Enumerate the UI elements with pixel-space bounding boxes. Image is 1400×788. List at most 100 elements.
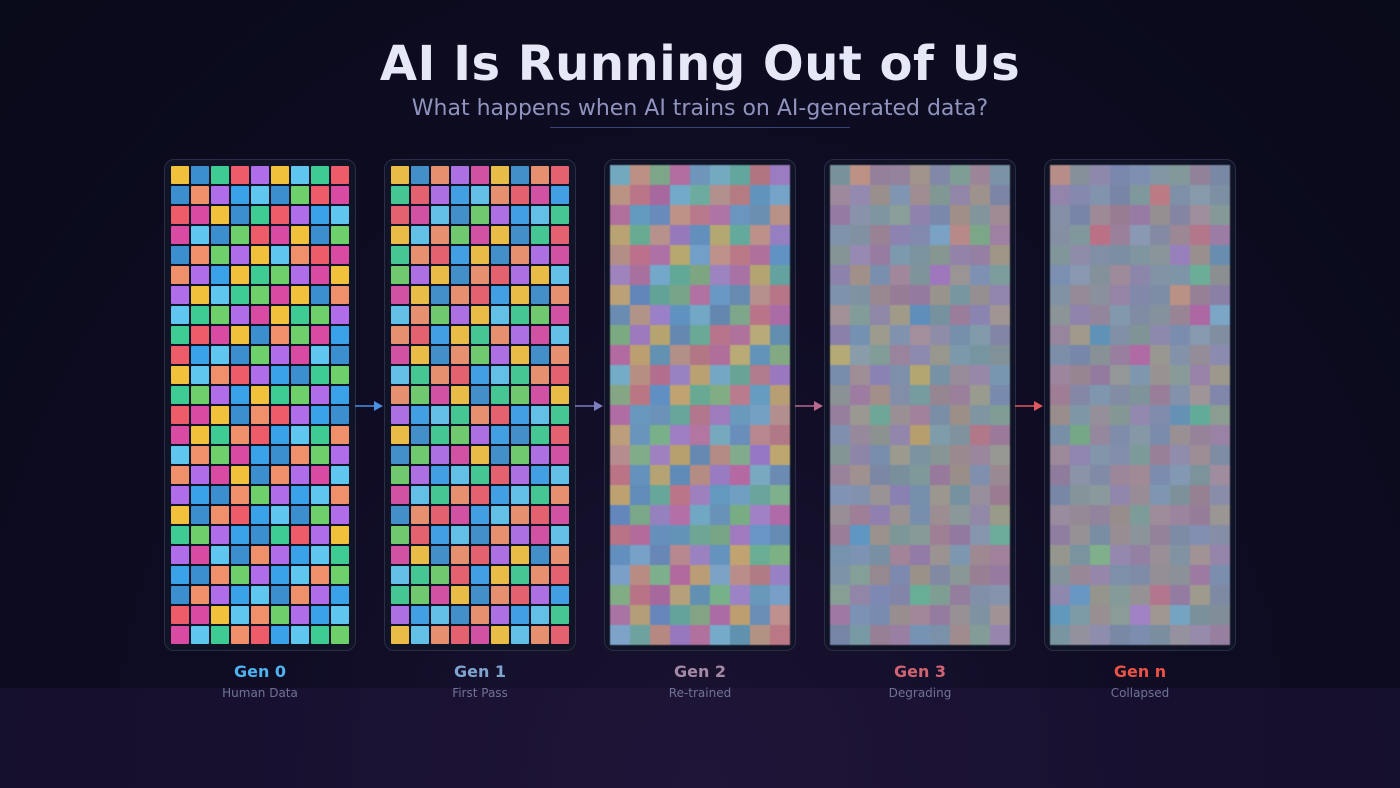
mosaic-cell [1190, 565, 1210, 585]
mosaic-cell [910, 465, 930, 485]
mosaic-cell [1050, 385, 1070, 405]
mosaic-cell [770, 345, 790, 365]
mosaic-cell [1150, 345, 1170, 365]
mosaic-cell [970, 305, 990, 325]
mosaic-cell [950, 185, 970, 205]
mosaic-cell [231, 206, 249, 224]
mosaic-cell [890, 425, 910, 445]
mosaic-cell [890, 585, 910, 605]
mosaic-cell [1130, 625, 1150, 645]
gen-0-grid [170, 165, 350, 645]
mosaic-cell [970, 565, 990, 585]
mosaic-cell [271, 406, 289, 424]
mosaic-cell [251, 546, 269, 564]
mosaic-cell [471, 406, 489, 424]
mosaic-cell [730, 485, 750, 505]
mosaic-cell [970, 605, 990, 625]
mosaic-cell [990, 605, 1010, 625]
mosaic-cell [491, 266, 509, 284]
mosaic-cell [1130, 165, 1150, 185]
mosaic-cell [1170, 185, 1190, 205]
mosaic-cell [491, 186, 509, 204]
mosaic-cell [830, 625, 850, 645]
mosaic-cell [331, 466, 349, 484]
mosaic-cell [770, 225, 790, 245]
mosaic-cell [670, 365, 690, 385]
mosaic-cell [231, 406, 249, 424]
mosaic-cell [331, 546, 349, 564]
mosaic-cell [1190, 625, 1210, 645]
mosaic-cell [1110, 405, 1130, 425]
mosaic-cell [531, 346, 549, 364]
mosaic-cell [710, 205, 730, 225]
mosaic-cell [1050, 165, 1070, 185]
mosaic-cell [910, 165, 930, 185]
mosaic-cell [191, 386, 209, 404]
mosaic-cell [1170, 625, 1190, 645]
mosaic-cell [1070, 625, 1090, 645]
mosaic-cell [610, 245, 630, 265]
mosaic-cell [950, 545, 970, 565]
mosaic-cell [531, 566, 549, 584]
mosaic-cell [870, 545, 890, 565]
mosaic-cell [311, 266, 329, 284]
mosaic-cell [331, 366, 349, 384]
mosaic-cell [531, 246, 549, 264]
mosaic-cell [890, 565, 910, 585]
mosaic-cell [950, 305, 970, 325]
mosaic-cell [471, 626, 489, 644]
mosaic-cell [690, 345, 710, 365]
mosaic-cell [650, 625, 670, 645]
mosaic-cell [511, 166, 529, 184]
mosaic-cell [630, 545, 650, 565]
mosaic-cell [1170, 285, 1190, 305]
arrow-right-icon [355, 401, 383, 411]
mosaic-cell [750, 285, 770, 305]
mosaic-cell [311, 206, 329, 224]
mosaic-cell [311, 426, 329, 444]
mosaic-cell [610, 345, 630, 365]
mosaic-cell [670, 525, 690, 545]
mosaic-cell [1130, 245, 1150, 265]
mosaic-cell [251, 206, 269, 224]
mosaic-cell [910, 205, 930, 225]
mosaic-cell [750, 165, 770, 185]
mosaic-cell [271, 586, 289, 604]
mosaic-cell [970, 245, 990, 265]
mosaic-cell [271, 626, 289, 644]
mosaic-cell [511, 186, 529, 204]
mosaic-cell [1070, 385, 1090, 405]
mosaic-cell [850, 425, 870, 445]
mosaic-cell [551, 566, 569, 584]
mosaic-cell [730, 345, 750, 365]
mosaic-cell [191, 286, 209, 304]
mosaic-cell [690, 545, 710, 565]
mosaic-cell [1050, 305, 1070, 325]
mosaic-cell [391, 326, 409, 344]
mosaic-cell [870, 485, 890, 505]
mosaic-cell [850, 585, 870, 605]
mosaic-cell [1110, 505, 1130, 525]
mosaic-cell [730, 285, 750, 305]
mosaic-cell [391, 446, 409, 464]
mosaic-cell [630, 165, 650, 185]
mosaic-cell [890, 165, 910, 185]
mosaic-cell [1070, 245, 1090, 265]
mosaic-cell [970, 345, 990, 365]
mosaic-cell [710, 385, 730, 405]
mosaic-cell [890, 405, 910, 425]
mosaic-cell [710, 265, 730, 285]
mosaic-cell [551, 346, 569, 364]
mosaic-cell [271, 506, 289, 524]
mosaic-cell [950, 205, 970, 225]
mosaic-cell [1090, 225, 1110, 245]
mosaic-cell [650, 345, 670, 365]
mosaic-cell [551, 466, 569, 484]
mosaic-cell [890, 525, 910, 545]
mosaic-cell [650, 545, 670, 565]
mosaic-cell [630, 505, 650, 525]
mosaic-cell [331, 226, 349, 244]
background-floor [0, 688, 1400, 788]
mosaic-cell [171, 406, 189, 424]
mosaic-cell [1110, 545, 1130, 565]
